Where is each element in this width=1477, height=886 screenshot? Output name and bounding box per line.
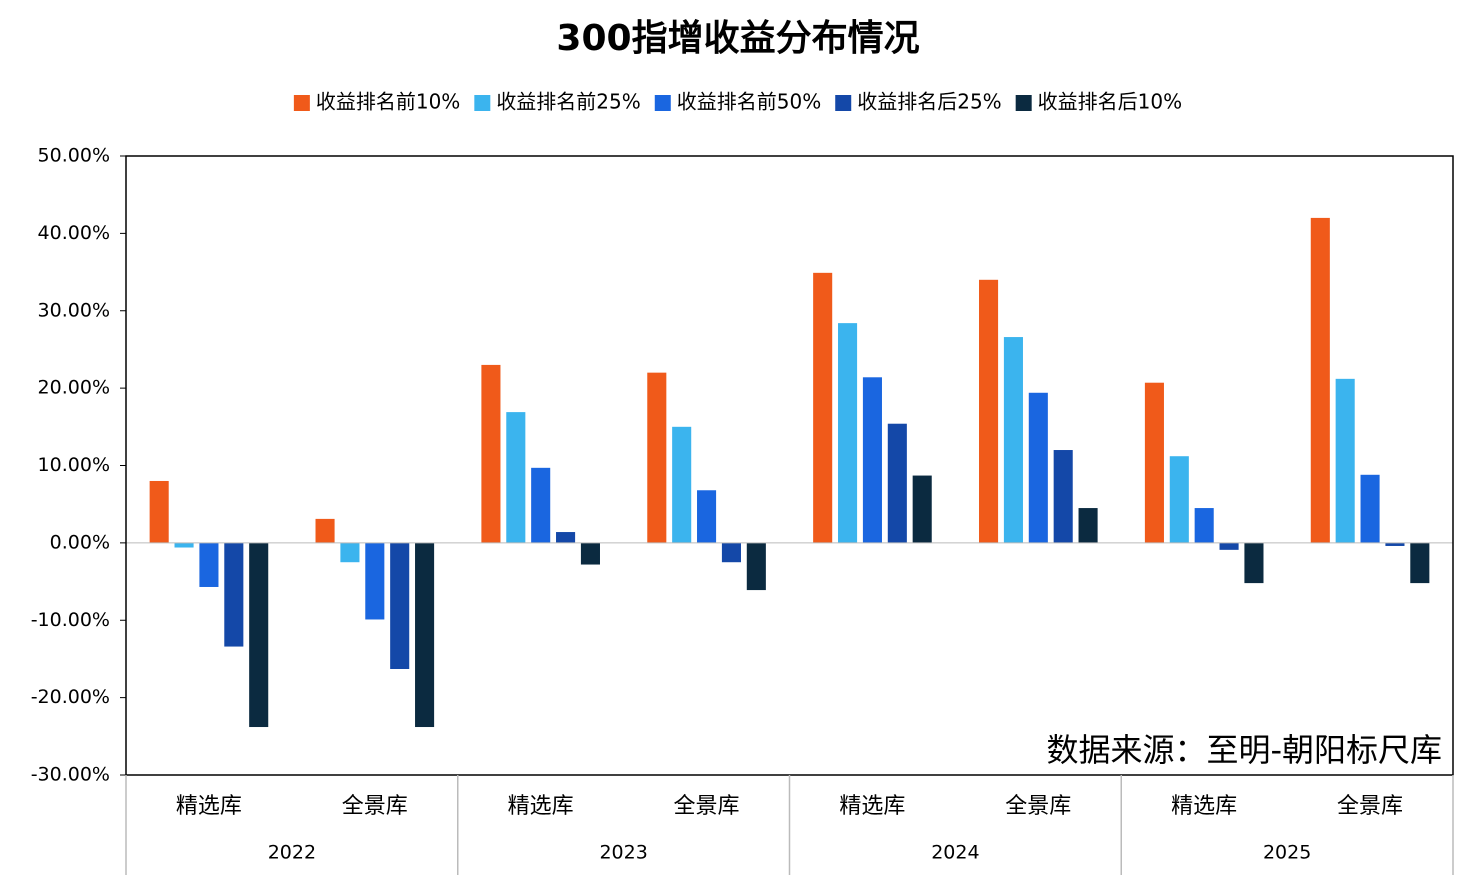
bar [1144,382,1164,543]
legend-label: 收益排名后25% [857,90,1001,114]
bar [390,542,410,669]
bar [149,480,169,543]
bar [813,272,833,543]
bar [556,532,576,543]
bar [506,412,526,543]
legend-swatch [293,95,310,111]
bar [697,490,717,543]
x-tick-label: 精选库 [839,794,905,819]
legend-label: 收益排名前10% [316,90,460,114]
bar [838,323,858,543]
x-tick-label: 精选库 [508,794,574,819]
bar [1053,450,1073,543]
x-group-label: 2022 [268,842,316,864]
bar [721,542,741,563]
bar [199,542,219,587]
bar [1335,378,1355,543]
x-group-label: 2023 [599,842,647,864]
bar [1194,508,1214,543]
bar [224,542,244,647]
bar [1078,508,1098,543]
bar [1169,456,1189,543]
legend-swatch [474,95,491,111]
bar [1244,542,1264,584]
x-tick-label: 全景库 [1005,794,1071,819]
bar [1028,392,1048,543]
legend-swatch [1015,95,1032,111]
bar [647,372,667,543]
bar [1385,542,1405,546]
bar [1310,217,1330,543]
bar [531,467,551,543]
x-group-label: 2024 [931,842,979,864]
bar [1003,337,1023,543]
y-tick-label: 0.00% [50,531,110,553]
y-tick-label: 30.00% [38,299,110,321]
bar [1410,542,1430,584]
legend-label: 收益排名后10% [1038,90,1182,114]
bar [887,423,907,543]
legend-label: 收益排名前25% [496,90,640,114]
x-tick-label: 精选库 [176,794,242,819]
bar [580,542,600,565]
bar [979,279,999,543]
x-tick-label: 全景库 [342,794,408,819]
bar [249,542,269,728]
plot-frame [125,155,1454,776]
bar [481,364,501,543]
bar [746,542,766,591]
y-tick-label: -20.00% [31,686,110,708]
legend-label: 收益排名前50% [677,90,821,114]
annotation: 数据来源：至明-朝阳标尺库 [1046,731,1442,769]
y-tick-label: 40.00% [38,222,110,244]
legend-swatch [835,95,852,111]
x-tick-label: 精选库 [1171,794,1237,819]
x-tick-label: 全景库 [674,794,740,819]
y-tick-label: 20.00% [38,377,110,399]
bar [1360,474,1380,543]
bar [912,475,932,543]
y-tick-label: 10.00% [38,454,110,476]
bar [1219,542,1239,550]
bar [315,518,335,543]
y-tick-label: 50.00% [38,145,110,167]
bar [415,542,435,728]
bar [365,542,385,620]
x-tick-label: 全景库 [1337,794,1403,819]
bar [862,377,882,543]
y-tick-label: -10.00% [31,609,110,631]
legend-swatch [654,95,671,111]
chart-title: 300指增收益分布情况 [556,18,919,59]
x-group-label: 2025 [1263,842,1311,864]
bar [340,542,360,563]
y-tick-label: -30.00% [31,764,110,786]
bar [672,426,692,543]
bar [174,542,194,548]
